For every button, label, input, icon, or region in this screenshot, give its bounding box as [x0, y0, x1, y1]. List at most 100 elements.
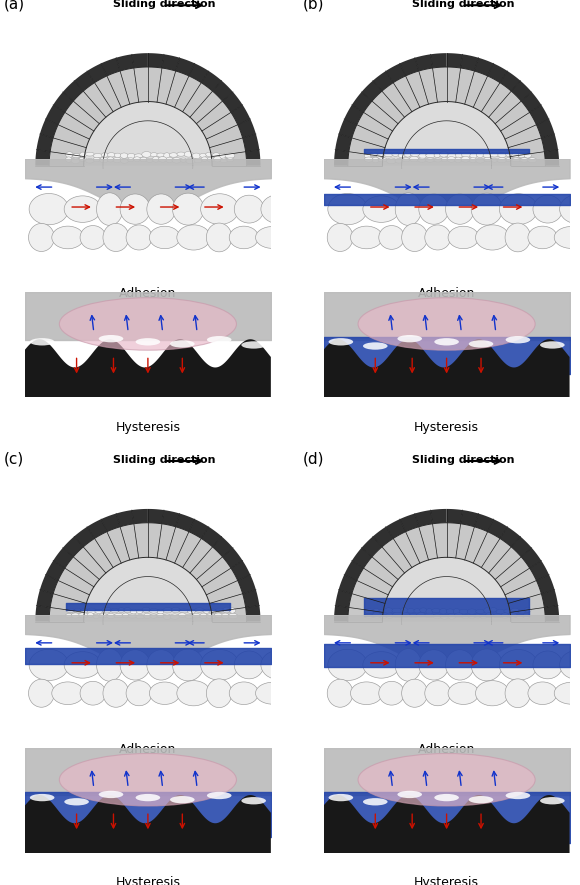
Polygon shape [37, 134, 53, 151]
Ellipse shape [172, 649, 204, 681]
Ellipse shape [425, 225, 451, 250]
Ellipse shape [192, 613, 201, 618]
Ellipse shape [418, 158, 426, 162]
Ellipse shape [504, 609, 512, 613]
Ellipse shape [445, 194, 474, 224]
Ellipse shape [81, 609, 88, 613]
Ellipse shape [490, 152, 499, 157]
Ellipse shape [172, 193, 204, 225]
Ellipse shape [506, 336, 530, 343]
Ellipse shape [447, 157, 456, 162]
Polygon shape [335, 134, 352, 151]
Polygon shape [176, 58, 195, 76]
Ellipse shape [385, 608, 393, 613]
Polygon shape [40, 574, 58, 594]
Ellipse shape [225, 153, 235, 158]
Ellipse shape [409, 157, 419, 162]
Ellipse shape [560, 650, 580, 680]
Ellipse shape [372, 158, 379, 163]
Polygon shape [84, 102, 212, 165]
Ellipse shape [103, 223, 129, 251]
Ellipse shape [201, 157, 208, 161]
Polygon shape [344, 104, 364, 125]
Polygon shape [116, 510, 134, 527]
Ellipse shape [93, 158, 100, 162]
Ellipse shape [207, 336, 231, 343]
Polygon shape [545, 605, 559, 621]
Ellipse shape [163, 607, 172, 612]
Ellipse shape [386, 613, 394, 619]
Ellipse shape [370, 152, 378, 157]
Ellipse shape [227, 158, 234, 162]
Polygon shape [231, 560, 251, 581]
Ellipse shape [491, 158, 498, 162]
Polygon shape [541, 589, 558, 607]
Polygon shape [400, 58, 419, 76]
Ellipse shape [445, 650, 474, 680]
Ellipse shape [234, 651, 264, 679]
Polygon shape [386, 519, 405, 538]
Ellipse shape [519, 610, 525, 613]
Ellipse shape [79, 158, 86, 161]
Ellipse shape [124, 607, 131, 612]
Polygon shape [87, 64, 107, 82]
Ellipse shape [102, 153, 108, 158]
Ellipse shape [426, 609, 433, 614]
Polygon shape [361, 536, 382, 557]
Text: Sliding direction: Sliding direction [113, 0, 216, 10]
Ellipse shape [256, 682, 291, 704]
Polygon shape [189, 519, 209, 538]
Text: Adhesion: Adhesion [119, 743, 176, 756]
Ellipse shape [469, 158, 477, 163]
Ellipse shape [364, 157, 374, 162]
Ellipse shape [419, 153, 427, 158]
Text: Hysteresis: Hysteresis [414, 420, 479, 434]
Ellipse shape [448, 227, 478, 249]
Ellipse shape [401, 612, 410, 617]
Ellipse shape [229, 227, 259, 249]
Ellipse shape [469, 614, 475, 619]
Polygon shape [45, 104, 65, 125]
Polygon shape [40, 119, 58, 138]
Ellipse shape [459, 609, 468, 614]
Ellipse shape [157, 609, 164, 614]
Polygon shape [415, 54, 433, 71]
Ellipse shape [476, 151, 484, 158]
Ellipse shape [86, 158, 94, 163]
Ellipse shape [540, 797, 565, 804]
Polygon shape [25, 795, 271, 853]
Ellipse shape [80, 681, 106, 705]
Ellipse shape [96, 649, 123, 681]
Ellipse shape [404, 151, 411, 157]
Text: Sliding direction: Sliding direction [412, 455, 514, 466]
Polygon shape [512, 81, 532, 101]
Ellipse shape [499, 650, 538, 681]
Ellipse shape [150, 153, 158, 157]
Ellipse shape [328, 794, 353, 801]
Ellipse shape [122, 613, 129, 618]
Ellipse shape [402, 158, 410, 162]
Polygon shape [35, 150, 50, 165]
Ellipse shape [446, 609, 454, 614]
Polygon shape [521, 92, 541, 112]
Polygon shape [430, 53, 447, 68]
Ellipse shape [350, 227, 383, 249]
Polygon shape [335, 589, 352, 607]
Ellipse shape [66, 608, 75, 612]
Ellipse shape [136, 615, 144, 619]
Ellipse shape [505, 223, 531, 252]
Ellipse shape [363, 342, 387, 350]
Polygon shape [246, 150, 260, 165]
Ellipse shape [150, 614, 157, 619]
Polygon shape [242, 589, 259, 607]
Ellipse shape [461, 157, 470, 162]
Polygon shape [530, 104, 549, 125]
Ellipse shape [506, 158, 512, 161]
Ellipse shape [178, 612, 186, 618]
Polygon shape [324, 339, 570, 397]
Polygon shape [74, 71, 95, 91]
Ellipse shape [554, 682, 580, 704]
Ellipse shape [140, 158, 147, 162]
Polygon shape [348, 523, 545, 621]
Ellipse shape [201, 650, 239, 681]
